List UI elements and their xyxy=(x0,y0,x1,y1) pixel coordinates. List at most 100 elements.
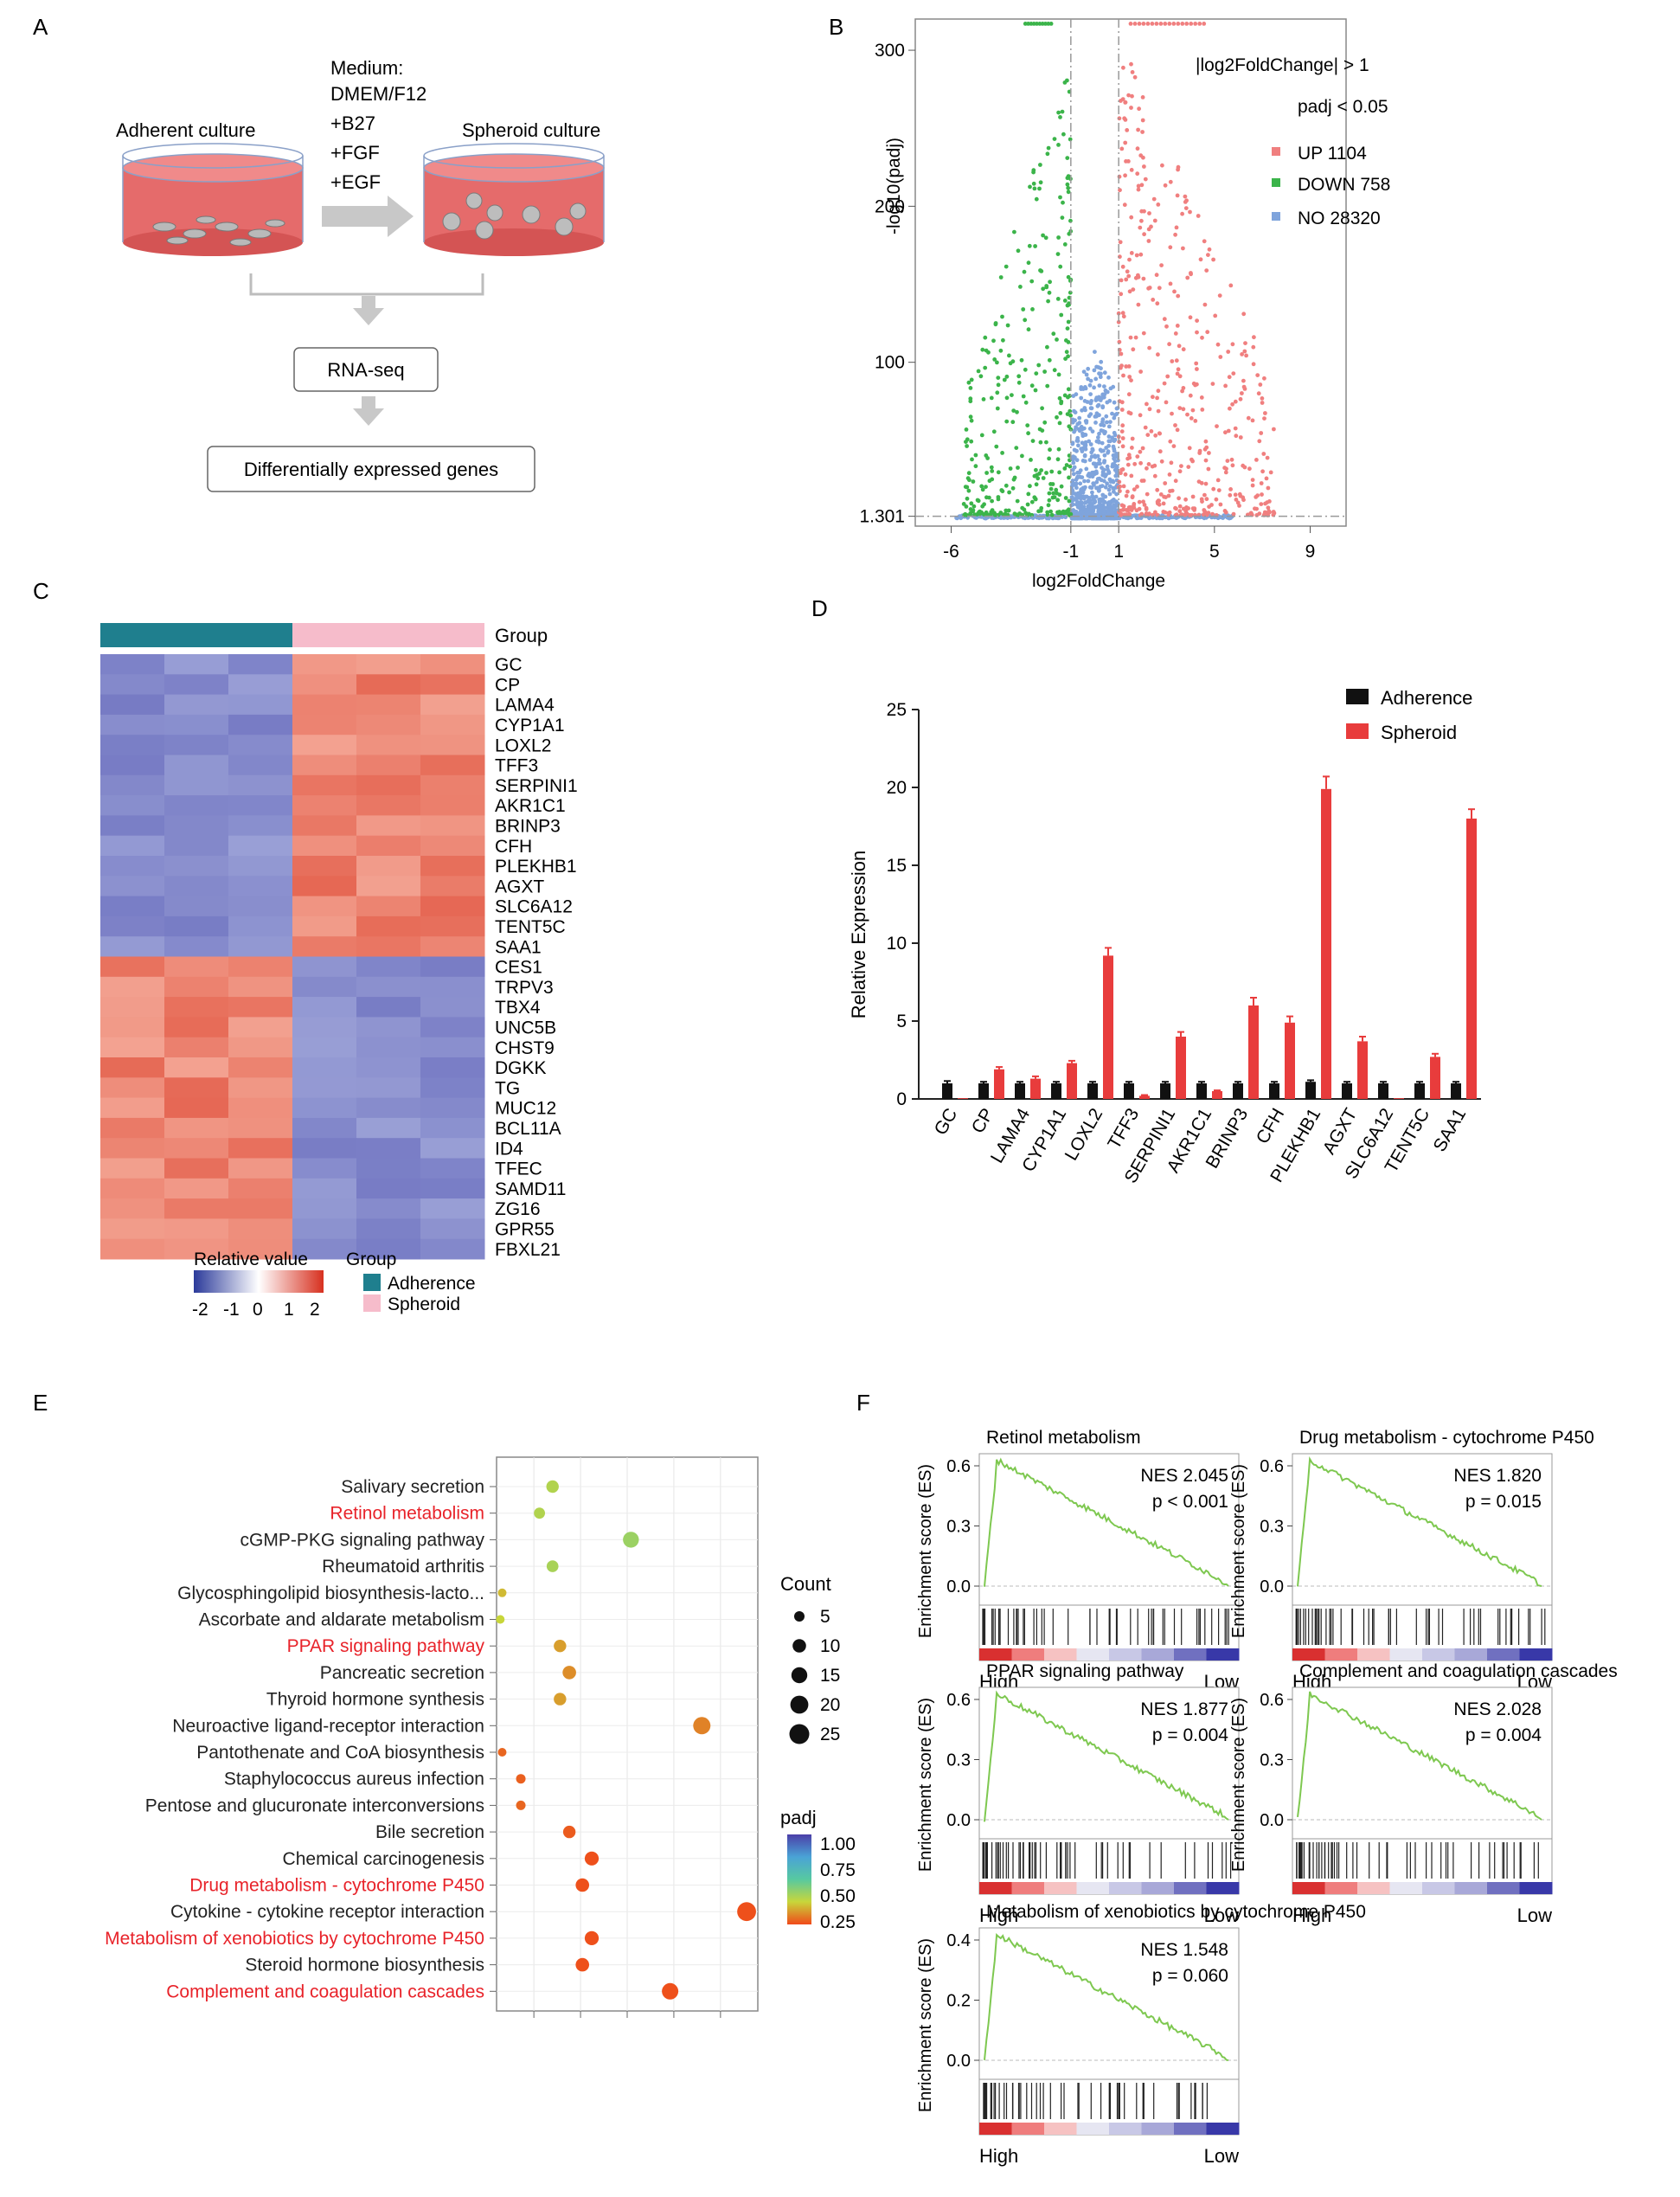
volcano-point xyxy=(1231,371,1236,376)
padj-legend-title: padj xyxy=(780,1807,817,1828)
volcano-point xyxy=(967,478,971,483)
volcano-point xyxy=(979,484,984,489)
volcano-point xyxy=(1123,118,1128,122)
heatmap-cell xyxy=(228,1138,293,1159)
gsea-ytick-label: 0.6 xyxy=(1260,1691,1284,1710)
heatmap-cell xyxy=(356,1238,421,1260)
heatmap-cell xyxy=(164,1077,229,1099)
volcano-point xyxy=(1171,22,1177,26)
volcano-point xyxy=(1259,502,1264,506)
volcano-point xyxy=(1130,513,1135,518)
volcano-point xyxy=(1218,355,1223,359)
bar-spheroid xyxy=(1212,1091,1222,1099)
volcano-point xyxy=(1005,323,1010,328)
volcano-point xyxy=(1223,470,1228,475)
kegg-pathway-label: PPAR signaling pathway xyxy=(287,1636,485,1656)
bar-ytick-label: 25 xyxy=(887,700,907,720)
volcano-point xyxy=(1074,439,1080,443)
gsea-es-curve xyxy=(1297,1455,1542,1587)
heatmap-cell xyxy=(100,1117,165,1139)
volcano-point xyxy=(1015,409,1019,414)
bar-spheroid xyxy=(1357,1041,1368,1099)
volcano-point xyxy=(1202,492,1207,498)
gsea-nes: NES 2.028 xyxy=(1453,1699,1542,1719)
volcano-point xyxy=(1000,314,1004,319)
volcano-point xyxy=(1172,289,1177,294)
legend-no-swatch xyxy=(1272,212,1280,221)
volcano-point xyxy=(1088,401,1093,406)
kegg-dot xyxy=(546,1560,559,1572)
volcano-point xyxy=(1167,342,1171,347)
volcano-point xyxy=(1185,412,1189,417)
gsea-high-label: High xyxy=(1292,1905,1331,1926)
gsea-rank-segment xyxy=(1076,1882,1110,1894)
volcano-point xyxy=(1119,99,1123,103)
kegg-pathway-label: Thyroid hormone synthesis xyxy=(266,1690,484,1710)
volcano-point xyxy=(1095,485,1100,491)
volcano-point xyxy=(1132,461,1138,466)
gsea-rank-segment xyxy=(1487,1882,1520,1894)
volcano-point xyxy=(1004,508,1009,513)
heatmap-cell xyxy=(228,674,293,696)
volcano-point xyxy=(1135,171,1140,177)
kegg-dot xyxy=(554,1693,567,1706)
volcano-point xyxy=(1184,22,1189,26)
gsea-ytick-label: 0.3 xyxy=(946,1518,971,1537)
volcano-point xyxy=(1119,146,1125,151)
volcano-point xyxy=(1110,464,1115,469)
volcano-point xyxy=(1234,498,1239,502)
volcano-point xyxy=(1119,429,1125,434)
volcano-point xyxy=(1241,498,1246,503)
volcano-point xyxy=(1134,253,1139,258)
heatmap-cell xyxy=(100,1097,165,1119)
volcano-point xyxy=(1129,251,1134,255)
kegg-dot xyxy=(516,1800,526,1810)
volcano-point xyxy=(1127,257,1132,262)
volcano-point xyxy=(1146,462,1151,466)
volcano-point xyxy=(1136,273,1140,278)
volcano-point xyxy=(969,439,974,444)
volcano-point xyxy=(1121,484,1126,489)
volcano-point xyxy=(1099,428,1104,433)
colorbar-tick-neg2: -2 xyxy=(192,1300,208,1320)
volcano-point xyxy=(995,390,1000,395)
heatmap-cell xyxy=(164,936,229,957)
heatmap-cell xyxy=(100,835,165,857)
volcano-point xyxy=(1081,504,1087,509)
kegg-dot xyxy=(497,1748,507,1757)
volcano-point xyxy=(1175,371,1180,376)
volcano-point xyxy=(1181,386,1186,390)
volcano-point xyxy=(1079,487,1083,492)
volcano-point xyxy=(1159,263,1164,267)
volcano-point xyxy=(1266,509,1272,514)
volcano-point xyxy=(1016,374,1022,379)
volcano-point xyxy=(1156,408,1161,414)
count-legend-label: 25 xyxy=(820,1725,840,1744)
volcano-point xyxy=(1203,458,1209,463)
volcano-point xyxy=(1138,460,1143,466)
volcano-point xyxy=(1140,446,1145,451)
volcano-point xyxy=(1129,215,1134,220)
colorbar-tick-2: 2 xyxy=(310,1300,320,1320)
volcano-point xyxy=(1191,381,1196,386)
heatmap-cell xyxy=(356,774,421,796)
volcano-point xyxy=(1081,369,1087,374)
volcano-point xyxy=(1092,505,1096,510)
volcano-point xyxy=(1138,153,1144,158)
heatmap-cell xyxy=(356,835,421,857)
heatmap-gene-label: CES1 xyxy=(495,958,542,978)
volcano-point xyxy=(1004,264,1009,269)
kegg-pathway-label: Ascorbate and aldarate metabolism xyxy=(199,1610,484,1630)
bar-spheroid xyxy=(1030,1078,1041,1099)
volcano-point xyxy=(1083,445,1087,450)
volcano-point xyxy=(1100,498,1106,504)
volcano-point xyxy=(1103,485,1108,490)
down-arrow-1 xyxy=(353,296,384,325)
volcano-point xyxy=(1125,456,1130,461)
heatmap-cell xyxy=(292,835,357,857)
volcano-xtick-label: -1 xyxy=(1062,542,1079,562)
volcano-point xyxy=(1082,453,1087,459)
volcano-point xyxy=(1272,427,1276,432)
volcano-point xyxy=(1188,209,1192,215)
volcano-point xyxy=(1189,22,1194,26)
